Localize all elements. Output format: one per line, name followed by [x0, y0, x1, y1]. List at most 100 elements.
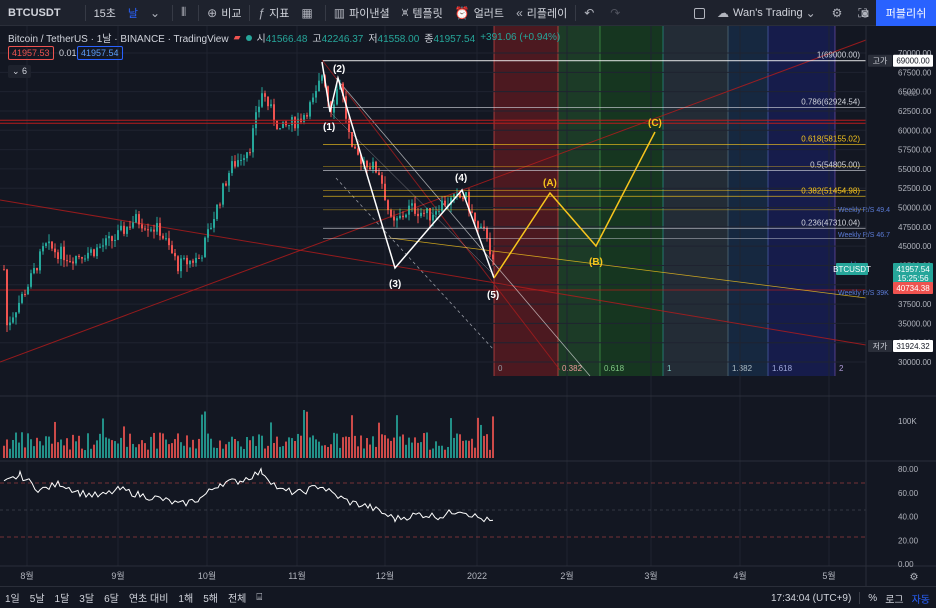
replay-button[interactable]: «리플레이	[510, 0, 573, 26]
fullscreen-button[interactable]: ⛶	[852, 0, 876, 26]
range-all[interactable]: 전체	[227, 594, 247, 605]
candle-body	[351, 132, 353, 147]
chevron-down-icon: ⌄	[805, 6, 816, 20]
candle-body	[426, 208, 428, 214]
volume-bar	[375, 446, 377, 458]
legend-title[interactable]: Bitcoin / TetherUS · 1날 · BINANCE · Trad…	[8, 34, 229, 45]
range-5y[interactable]: 5해	[203, 594, 218, 605]
clock-label[interactable]: 17:34:04 (UTC+9)	[770, 592, 852, 604]
candle-body	[327, 86, 329, 102]
volume-bar	[93, 444, 95, 458]
timeframe-day-button[interactable]: 날	[122, 0, 144, 26]
bar-chart-icon: ▥	[333, 5, 346, 20]
volume-bar	[243, 448, 245, 458]
auto-scale-toggle[interactable]: 자동	[911, 594, 930, 606]
toolbar-divider	[84, 4, 86, 21]
volume-bar	[273, 442, 275, 458]
candle-body	[48, 241, 50, 244]
buy-price-button[interactable]: 41957.54	[77, 46, 123, 60]
volume-bar	[297, 433, 299, 458]
range-3m[interactable]: 3달	[79, 594, 95, 605]
alert-button[interactable]: ⏰ 얼러트	[449, 0, 510, 26]
layout-name-button[interactable]: ☁ Wan's Trading ⌄	[711, 0, 826, 26]
volume-bar	[300, 435, 302, 458]
time-tick-label: 2022	[467, 571, 487, 581]
candle-body	[231, 161, 233, 174]
candle-body	[39, 251, 41, 271]
weekly-rs-label: Weekly R/S 39K	[838, 290, 889, 297]
candle-body	[357, 148, 359, 155]
goto-date-button[interactable]: ⌸	[251, 592, 267, 603]
flag-icon[interactable]: ▰	[233, 32, 241, 42]
candle-body	[387, 200, 389, 210]
log-toggle[interactable]: 로그	[885, 594, 904, 606]
indicators-button[interactable]: ƒ 지표	[252, 0, 295, 26]
rsi-tick-label: 60.00	[898, 489, 919, 498]
candle-body	[246, 152, 248, 159]
price-tick-label: 57500.00	[898, 146, 932, 155]
volume-bar	[339, 447, 341, 458]
interval-button[interactable]: 15초	[88, 0, 122, 26]
volume-bar	[63, 445, 65, 458]
candle-body	[102, 245, 104, 247]
last-price-tag: 41957.54	[896, 265, 930, 274]
candle-body	[333, 104, 335, 113]
chart-canvas[interactable]: 0 0.382 0.618 1 1.382 1.618 2 1(69000.00) 0.786…	[0, 26, 936, 586]
volume-bar	[429, 449, 431, 458]
indicators-collapse-button[interactable]: ⌄ 6	[8, 65, 32, 78]
volume-bar	[24, 447, 26, 458]
financials-button[interactable]: ▥ 파이낸셜	[328, 0, 396, 26]
snapshot-button[interactable]: ◙	[854, 0, 876, 26]
volume-bar	[360, 435, 362, 458]
percent-toggle[interactable]: %	[868, 592, 878, 604]
volume-bar	[102, 418, 104, 458]
chart-type-button[interactable]: ⫴	[175, 0, 196, 26]
indicators-templates-button[interactable]: ▦	[295, 0, 322, 26]
sell-price-button[interactable]: 41957.53	[8, 46, 54, 60]
candle-body	[411, 203, 413, 206]
volume-bar	[213, 447, 215, 458]
range-1d[interactable]: 1일	[5, 594, 20, 605]
range-1m[interactable]: 1달	[54, 594, 70, 605]
candle-body	[18, 302, 20, 313]
volume-bar	[66, 438, 68, 458]
candle-body	[336, 89, 338, 105]
candle-body	[312, 97, 314, 103]
settings-button[interactable]: ⚙	[826, 0, 853, 26]
templates-button[interactable]: ⩙ 템플릿	[396, 0, 449, 26]
price-tick-label: 30000.00	[898, 358, 932, 367]
candle-body	[51, 241, 53, 249]
volume-bar	[450, 418, 452, 458]
publish-button[interactable]: 퍼블리쉬	[876, 0, 936, 26]
fullscreen-layout-button[interactable]	[688, 0, 711, 26]
interval-dropdown[interactable]: ⌄	[144, 0, 170, 26]
time-tick-label: 4월	[733, 570, 746, 581]
volume-bar	[123, 426, 125, 458]
redo-icon: ↷	[610, 5, 621, 20]
volume-bar	[432, 448, 434, 458]
volume-bar	[3, 445, 5, 458]
low-tag-bg	[868, 340, 892, 352]
symbol-search-button[interactable]: BTCUSDT	[0, 0, 83, 26]
volume-bar	[39, 441, 41, 458]
range-ytd[interactable]: 연초 대비	[128, 594, 169, 605]
range-1y[interactable]: 1해	[178, 594, 194, 605]
compare-button[interactable]: ⊕ 비교	[201, 0, 247, 26]
compare-label: 비교	[221, 7, 242, 20]
volume-bar	[57, 442, 59, 458]
candle-body	[180, 258, 182, 272]
range-6m[interactable]: 6달	[104, 594, 119, 605]
volume-bar	[201, 414, 203, 458]
candle-body	[204, 237, 206, 258]
fib-time-label: 1.618	[772, 364, 793, 373]
candle-body	[36, 268, 38, 271]
volume-bar	[345, 436, 347, 458]
volume-bar	[363, 448, 365, 458]
range-5d[interactable]: 5날	[29, 594, 45, 605]
volume-bar	[108, 438, 110, 458]
undo-button[interactable]: ↶	[578, 0, 604, 26]
volume-bar	[99, 433, 101, 458]
redo-button[interactable]: ↷	[604, 0, 630, 26]
time-tick-label: 9월	[111, 570, 124, 581]
rsi-series	[0, 467, 866, 538]
